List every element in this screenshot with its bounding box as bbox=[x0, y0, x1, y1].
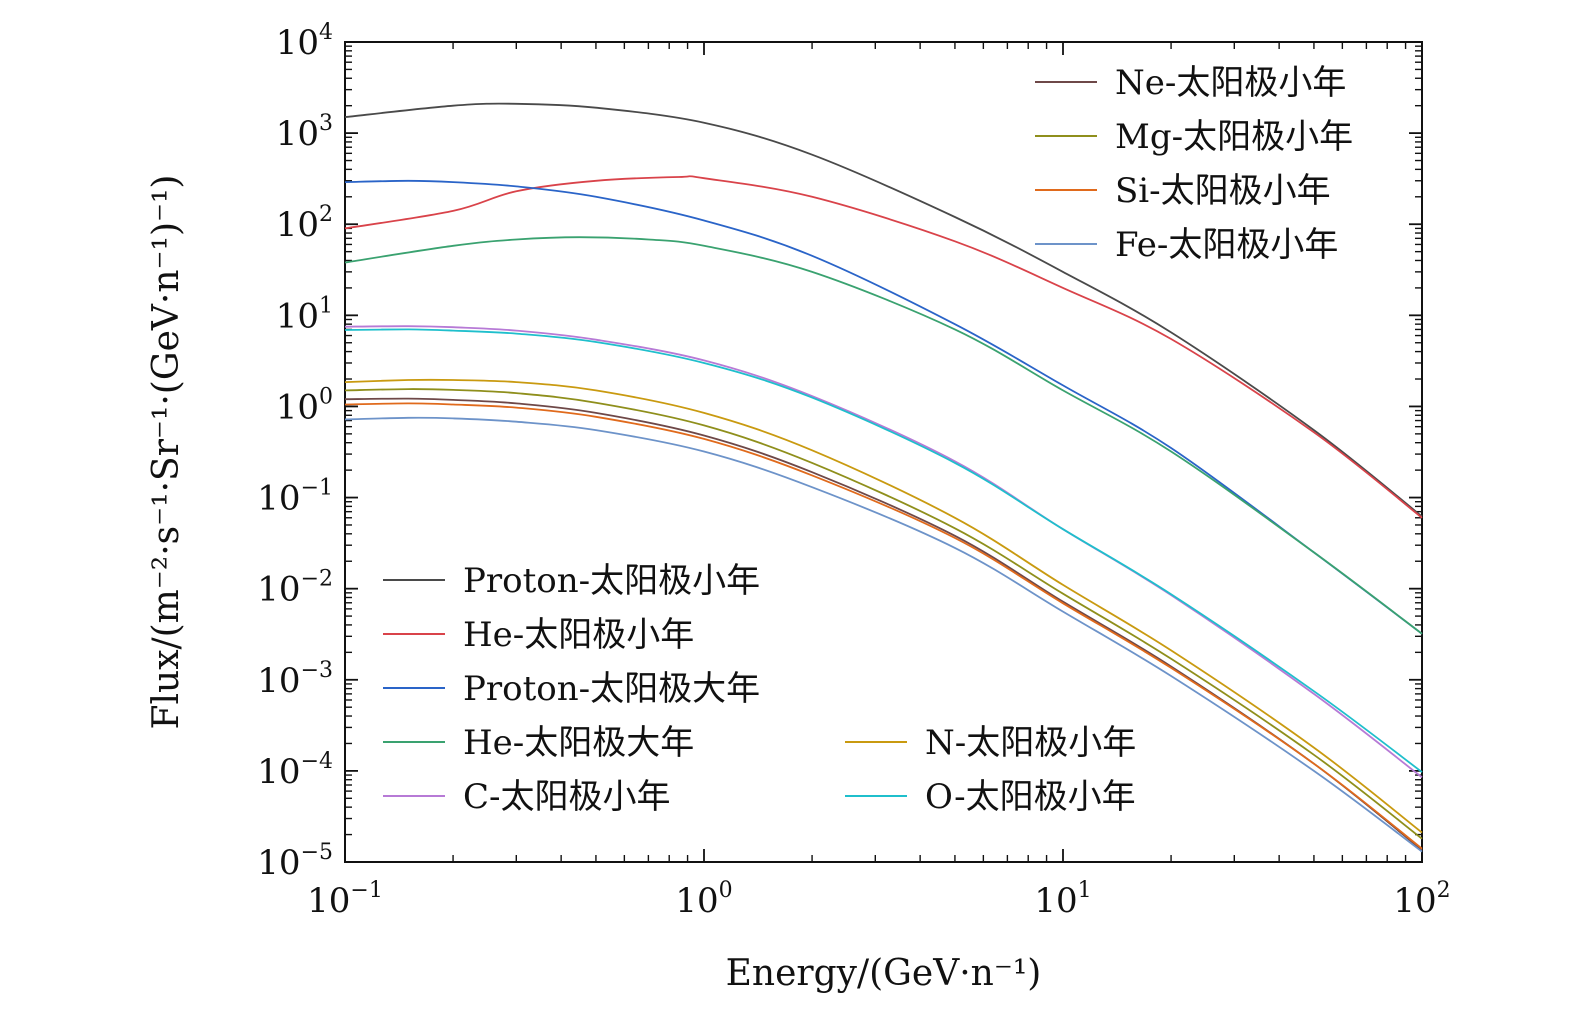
legend-label: Ne-太阳极小年 bbox=[1115, 63, 1346, 103]
y-tick-label: 10−4 bbox=[257, 749, 333, 792]
legend-item: Mg-太阳极小年 bbox=[1035, 117, 1353, 157]
legend-label: He-太阳极小年 bbox=[463, 615, 694, 655]
major-ticks bbox=[344, 41, 1423, 863]
legend-item: Fe-太阳极小年 bbox=[1035, 225, 1338, 265]
series-lines bbox=[344, 102, 1423, 853]
legend-label: He-太阳极大年 bbox=[463, 723, 694, 763]
y-tick-label: 102 bbox=[276, 202, 333, 245]
legend-item: O-太阳极小年 bbox=[845, 777, 1136, 817]
series-line-4 bbox=[344, 325, 1423, 779]
y-tick-label: 10−5 bbox=[257, 840, 333, 883]
series-line-8 bbox=[344, 388, 1423, 840]
legend-upper-right: Ne-太阳极小年 Mg-太阳极小年 Si-太阳极小年 Fe-太阳极小年 bbox=[1035, 63, 1353, 265]
legend-item: Si-太阳极小年 bbox=[1035, 171, 1331, 211]
y-tick-label: 104 bbox=[276, 20, 333, 63]
legend-item: He-太阳极大年 bbox=[383, 723, 694, 763]
series-line-1 bbox=[344, 175, 1423, 519]
x-tick-label: 100 bbox=[675, 878, 732, 921]
x-axis-title: Energy/(GeV·n⁻¹) bbox=[726, 953, 1042, 994]
x-tick-label: 10−1 bbox=[307, 878, 383, 921]
series-line-10 bbox=[344, 416, 1423, 853]
legend-lower-right: N-太阳极小年 O-太阳极小年 bbox=[845, 723, 1136, 817]
legend-item: Proton-太阳极大年 bbox=[383, 669, 760, 709]
legend-item: N-太阳极小年 bbox=[845, 723, 1136, 763]
y-tick-labels: 104 103 102 101 100 10−1 10−2 10−3 10−4 10−5 bbox=[257, 20, 333, 883]
legend-label: Proton-太阳极大年 bbox=[463, 669, 760, 709]
legend-item: Ne-太阳极小年 bbox=[1035, 63, 1346, 103]
legend-item: C-太阳极小年 bbox=[383, 777, 671, 817]
y-tick-label: 10−2 bbox=[257, 567, 333, 610]
y-tick-label: 101 bbox=[276, 293, 333, 336]
series-line-0 bbox=[344, 102, 1423, 518]
legend-label: N-太阳极小年 bbox=[925, 723, 1136, 763]
legend-label: C-太阳极小年 bbox=[463, 777, 671, 817]
y-tick-label: 10−3 bbox=[257, 658, 333, 701]
legend-label: Proton-太阳极小年 bbox=[463, 561, 760, 601]
legend-label: Mg-太阳极小年 bbox=[1115, 117, 1353, 157]
legend-item: He-太阳极小年 bbox=[383, 615, 694, 655]
x-tick-labels: 10−1 100 101 102 bbox=[307, 878, 1450, 921]
y-tick-label: 100 bbox=[276, 384, 333, 427]
minor-ticks bbox=[345, 42, 1422, 862]
series-line-5 bbox=[344, 378, 1423, 834]
legend-label: Fe-太阳极小年 bbox=[1115, 225, 1338, 265]
series-line-9 bbox=[344, 402, 1423, 850]
plot-frame bbox=[344, 41, 1423, 863]
plot-frame-group bbox=[344, 41, 1423, 863]
x-tick-label: 101 bbox=[1034, 878, 1091, 921]
series-line-6 bbox=[344, 328, 1423, 773]
series-line-3 bbox=[344, 236, 1423, 635]
x-tick-label: 102 bbox=[1393, 878, 1450, 921]
y-tick-label: 103 bbox=[276, 111, 333, 154]
legend-label: Si-太阳极小年 bbox=[1115, 171, 1331, 211]
series-line-2 bbox=[344, 179, 1423, 635]
y-tick-label: 10−1 bbox=[257, 476, 333, 519]
legend-label: O-太阳极小年 bbox=[925, 777, 1136, 817]
legend-lower-left: Proton-太阳极小年 He-太阳极小年 Proton-太阳极大年 He-太阳极大年… bbox=[383, 561, 760, 817]
y-axis-title: Flux/(m⁻²·s⁻¹·Sr⁻¹·(GeV·n⁻¹)⁻¹) bbox=[146, 175, 187, 730]
legend-item: Proton-太阳极小年 bbox=[383, 561, 760, 601]
